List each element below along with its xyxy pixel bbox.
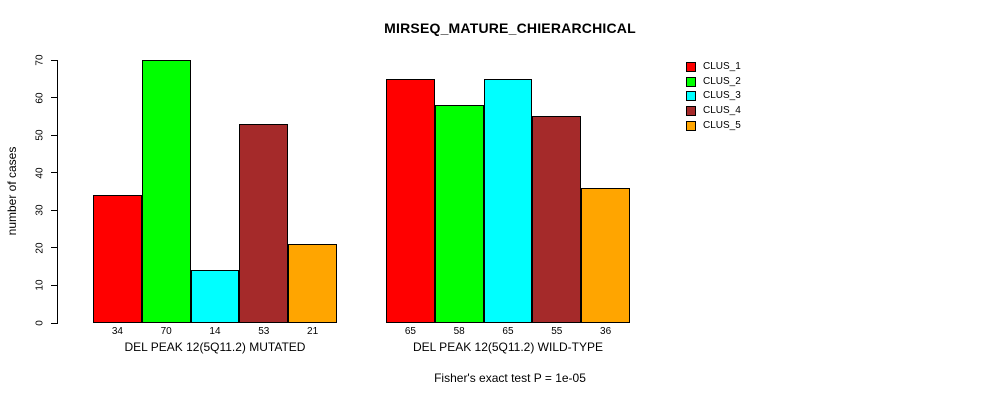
y-tick-mark [51, 247, 57, 249]
y-axis-label: number of cases [5, 146, 19, 236]
bar-value-label: 14 [209, 326, 221, 337]
bar-clus_3-group2 [483, 78, 533, 323]
bar-value-label: 21 [307, 326, 319, 337]
bar-clus_3-group1 [190, 270, 240, 323]
y-tick-label: 10 [34, 279, 46, 291]
bar-clus_2-group1 [141, 60, 191, 323]
legend-label: CLUS_1 [703, 61, 741, 72]
legend-label: CLUS_5 [703, 119, 741, 131]
bar-value-label: 65 [502, 326, 514, 337]
legend-item: CLUS_1 [686, 61, 741, 73]
y-tick-mark [51, 172, 57, 174]
y-tick-mark [51, 209, 57, 211]
y-tick-mark [51, 59, 57, 61]
y-tick-mark [51, 284, 57, 286]
y-tick-label: 30 [34, 204, 46, 216]
category-label-mutated: DEL PEAK 12(5Q11.2) MUTATED [124, 340, 306, 354]
y-tick-mark [51, 322, 57, 324]
y-tick-label: 40 [34, 167, 46, 179]
bar-value-label: 53 [258, 326, 270, 337]
y-tick-label: 0 [34, 320, 46, 326]
bar-clus_1-group1 [93, 195, 142, 323]
category-label-wild-type: DEL PEAK 12(5Q11.2) WILD-TYPE [412, 340, 604, 354]
bar-value-label: 34 [111, 326, 123, 337]
legend-item: CLUS_5 [686, 120, 741, 132]
legend-swatch-clus_1 [686, 62, 696, 72]
legend-item: CLUS_2 [686, 76, 741, 88]
bar-value-label: 58 [453, 326, 465, 337]
bar-value-label: 55 [551, 326, 563, 337]
bar-clus_1-group2 [386, 78, 435, 323]
legend-label: CLUS_4 [703, 105, 741, 117]
y-tick-mark [51, 97, 57, 99]
bar-clus_2-group2 [434, 105, 484, 323]
legend-label: CLUS_3 [703, 90, 741, 102]
legend-label: CLUS_2 [703, 75, 741, 87]
y-tick-label: 20 [34, 242, 46, 254]
bar-value-label: 36 [600, 326, 612, 337]
chart-title: MIRSEQ_MATURE_CHIERARCHICAL [384, 20, 636, 36]
legend-item: CLUS_4 [686, 105, 741, 117]
bar-value-label: 70 [160, 326, 172, 337]
legend-swatch-clus_4 [686, 106, 696, 117]
y-tick-mark [51, 134, 57, 136]
legend-swatch-clus_2 [686, 76, 696, 87]
legend-swatch-clus_5 [686, 120, 696, 131]
legend-item: CLUS_3 [686, 90, 741, 102]
bar-clus_5-group2 [581, 187, 630, 323]
y-tick-label: 50 [34, 129, 46, 141]
bar-clus_5-group1 [288, 244, 337, 323]
y-tick-label: 60 [34, 92, 46, 104]
bar-value-label: 65 [404, 326, 416, 337]
fisher-test-annotation: Fisher's exact test P = 1e-05 [434, 371, 586, 385]
bar-clus_4-group2 [532, 116, 582, 323]
bar-clus_4-group1 [239, 123, 289, 323]
y-tick-label: 70 [34, 54, 46, 66]
y-axis-line [57, 60, 58, 324]
legend-swatch-clus_3 [686, 91, 696, 102]
